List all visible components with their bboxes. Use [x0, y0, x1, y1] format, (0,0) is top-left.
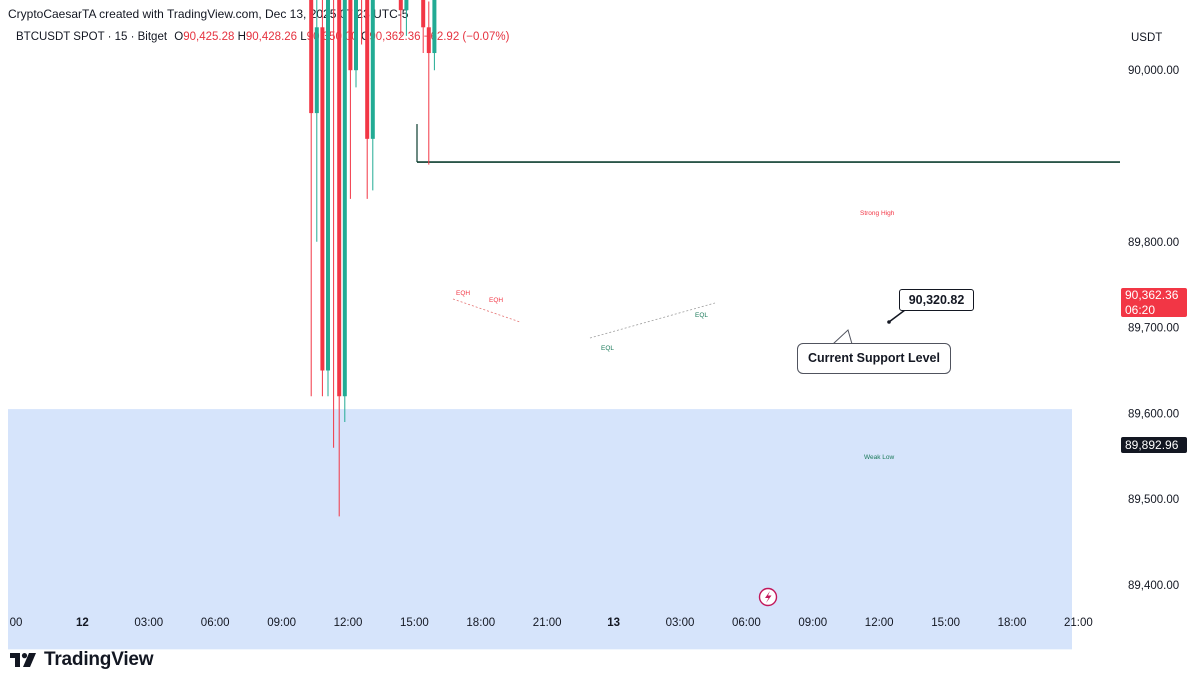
candle-body: [326, 0, 330, 371]
zones-layer: [8, 409, 1072, 650]
candles-layer: [309, 0, 437, 517]
time-tick-label: 18:00: [466, 617, 495, 629]
symbol-label[interactable]: BTCUSDT SPOT · 15 · Bitget: [16, 31, 168, 43]
tradingview-brand[interactable]: TradingView: [10, 649, 154, 671]
time-axis[interactable]: 00 12 03:00 06:00 09:00 12:00 15:00 18:00 21:00 1…: [10, 617, 1093, 629]
candle-body: [432, 0, 437, 54]
open-value: 90,425.28: [183, 31, 235, 43]
close-value: 90,362.36: [369, 31, 421, 43]
eql-line: [589, 302, 716, 339]
time-tick-label: 18:00: [998, 617, 1027, 629]
eqh-line: [452, 298, 521, 323]
support-callout-pointer: [832, 329, 853, 345]
brand-name: TradingView: [44, 649, 154, 670]
candle-body: [342, 0, 347, 397]
time-tick-label: 15:00: [931, 617, 960, 629]
candle-body: [337, 0, 342, 397]
lightning-icon-bolt: [765, 591, 772, 603]
price-tick-label: 89,800.00: [1128, 237, 1179, 249]
weak-low-price-tag: 89,892.96: [1121, 437, 1187, 453]
price-callout-pointer: [888, 309, 906, 323]
price-tick-label: 90,000.00: [1128, 65, 1179, 77]
time-tick-label: 13: [607, 617, 620, 629]
eqh-label-1: EQH: [456, 290, 470, 297]
price-tick-label: 89,500.00: [1128, 494, 1179, 506]
countdown-tag: 06:20: [1121, 303, 1187, 317]
weak-low-label: Weak Low: [864, 454, 895, 461]
chart-credit: CryptoCaesarTA created with TradingView.…: [8, 7, 409, 21]
candle-body: [398, 0, 403, 11]
eql-label-1: EQL: [601, 345, 614, 352]
last-price-tag: 90,362.36: [1121, 288, 1187, 303]
candle-body: [365, 0, 370, 139]
candle-body: [354, 0, 358, 71]
strong-high-label: Strong High: [860, 210, 895, 217]
callout-pointer: [832, 309, 906, 345]
eql-label-2: EQL: [695, 312, 708, 319]
time-tick-label: 12:00: [865, 617, 894, 629]
lines-layer: [416, 124, 1120, 339]
tradingview-logo-icon: [10, 653, 36, 667]
demand-zone: [8, 409, 1072, 650]
time-tick-label: 03:00: [666, 617, 695, 629]
price-tick-label: 89,600.00: [1128, 408, 1179, 420]
low-label: L: [300, 31, 307, 43]
open-label: O: [174, 31, 184, 43]
time-tick-label: 09:00: [798, 617, 827, 629]
candle-body: [404, 0, 409, 11]
currency-label[interactable]: USDT: [1131, 32, 1163, 44]
time-tick-label: 21:00: [1064, 617, 1093, 629]
candle-body: [348, 0, 353, 71]
ohlc-legend: BTCUSDT SPOT · 15 · Bitget O90,425.28 H9…: [16, 31, 509, 43]
support-callout: Current Support Level: [797, 343, 951, 374]
change-value: −62.92 (−0.07%): [423, 31, 510, 43]
candle-body: [370, 0, 375, 139]
eqh-label-2: EQH: [489, 297, 503, 304]
candle-body: [421, 0, 426, 28]
price-callout-dot: [887, 320, 891, 324]
time-tick-label: 00: [10, 617, 23, 629]
candle-body: [426, 27, 431, 54]
time-tick-label: 12:00: [334, 617, 363, 629]
candle-body: [320, 27, 325, 371]
price-tick-label: 89,400.00: [1128, 580, 1179, 592]
time-tick-label: 09:00: [267, 617, 296, 629]
time-tick-label: 03:00: [134, 617, 163, 629]
candle-body: [309, 0, 314, 114]
time-tick-label: 21:00: [533, 617, 562, 629]
lightning-icon[interactable]: [758, 587, 778, 607]
time-tick-label: 12: [76, 617, 89, 629]
candle-body: [314, 27, 319, 114]
price-tick-label: 89,700.00: [1128, 323, 1179, 335]
high-value: 90,428.26: [245, 31, 298, 43]
time-tick-label: 15:00: [400, 617, 429, 629]
price-axis[interactable]: 91,200.0091,100.0091,000.0090,900.0090,8…: [1128, 0, 1179, 592]
labels-layer: Strong High Weak Low EQH EQH EQL EQL: [456, 210, 895, 461]
price-callout: 90,320.82: [899, 289, 974, 311]
time-tick-label: 06:00: [201, 617, 230, 629]
time-tick-label: 06:00: [732, 617, 761, 629]
high-label: H: [237, 31, 246, 43]
